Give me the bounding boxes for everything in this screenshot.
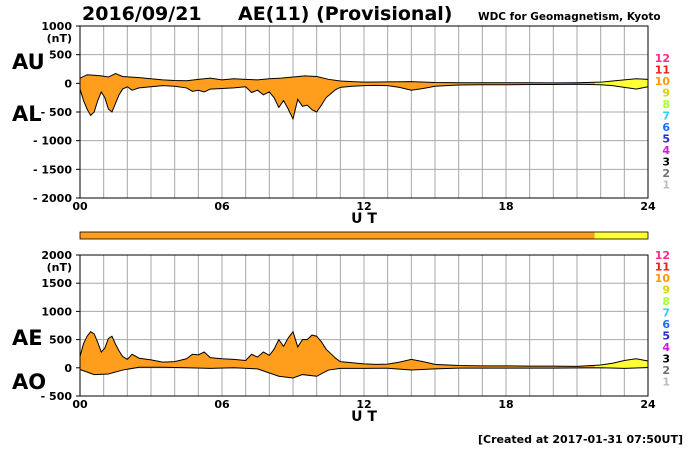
station-legend-number: 7 — [662, 110, 670, 123]
x-tick-label: 18 — [498, 200, 513, 213]
series-line-ao — [79, 366, 649, 379]
y-tick-label: 1000 — [41, 20, 72, 33]
au-label: AU — [12, 50, 45, 74]
station-legend-number: 11 — [655, 64, 670, 77]
x-tick-label: 12 — [356, 398, 371, 411]
station-legend-number: 2 — [662, 167, 670, 180]
y-tick-label: - 1000 — [33, 135, 72, 148]
y-tick-label: 1000 — [41, 305, 72, 318]
y-tick-label: 2000 — [41, 249, 72, 262]
station-legend-number: 10 — [655, 75, 671, 88]
y-tick-label: 500 — [49, 334, 72, 347]
station-bar-segment — [80, 232, 595, 239]
y-tick-label: - 2000 — [33, 192, 72, 205]
station-legend-number: 1 — [662, 376, 670, 389]
station-legend-number: 2 — [662, 364, 670, 377]
station-legend-number: 5 — [662, 330, 670, 343]
y-tick-label: - 1500 — [33, 163, 72, 176]
fill-yellow-area — [594, 78, 648, 90]
station-legend-number: 5 — [662, 133, 670, 146]
station-legend-number: 6 — [662, 121, 670, 134]
series-line-al — [79, 83, 649, 121]
x-tick-label: 12 — [356, 200, 371, 213]
station-legend-number: 8 — [662, 98, 670, 111]
y-tick-label: - 500 — [41, 390, 73, 403]
unit-label: (nT) — [47, 32, 72, 45]
station-bar-frame — [79, 231, 649, 240]
station-legend-number: 3 — [662, 353, 670, 366]
source-label: WDC for Geomagnetism, Kyoto — [478, 11, 661, 23]
date-title: 2016/09/21 — [82, 3, 202, 25]
station-legend-number: 12 — [655, 249, 670, 262]
station-legend-number: 10 — [655, 272, 671, 285]
ao-label: AO — [12, 370, 47, 394]
station-legend-number: 8 — [662, 295, 670, 308]
series-line-ae — [79, 330, 649, 367]
station-legend-number: 11 — [655, 261, 670, 274]
station-legend-number: 9 — [662, 87, 670, 100]
station-legend-number: 4 — [662, 341, 670, 354]
x-tick-label: 24 — [640, 398, 656, 411]
station-legend-number: 1 — [662, 179, 670, 192]
x-tick-label: 18 — [498, 398, 513, 411]
fill-orange-area — [80, 331, 595, 378]
plot-frame — [79, 254, 649, 397]
x-tick-label: 24 — [640, 200, 656, 213]
created-timestamp: [Created at 2017-01-31 07:50UT] — [478, 433, 684, 446]
station-legend-number: 7 — [662, 307, 670, 320]
x-axis-label: U T — [351, 409, 377, 425]
station-legend-number: 9 — [662, 284, 670, 297]
al-label: AL — [12, 102, 42, 126]
y-tick-label: 0 — [64, 362, 72, 375]
x-tick-label: 06 — [214, 200, 230, 213]
x-tick-label: 00 — [72, 398, 88, 411]
station-legend-number: 12 — [655, 52, 670, 65]
station-legend-number: 6 — [662, 318, 670, 331]
y-tick-label: 500 — [49, 49, 72, 62]
x-axis-label: U T — [351, 211, 377, 227]
index-title: AE(11) (Provisional) — [238, 3, 453, 25]
unit-label: (nT) — [47, 261, 72, 274]
fill-yellow-area — [594, 358, 648, 369]
x-tick-label: 06 — [214, 398, 230, 411]
y-tick-label: 0 — [64, 77, 72, 90]
y-tick-label: 1500 — [41, 277, 72, 290]
station-legend-number: 3 — [662, 156, 670, 169]
x-tick-label: 00 — [72, 200, 88, 213]
station-bar-segment — [594, 232, 648, 239]
y-tick-label: - 500 — [41, 106, 73, 119]
ae-label: AE — [12, 326, 43, 350]
station-legend-number: 4 — [662, 144, 670, 157]
series-line-au — [79, 73, 649, 84]
